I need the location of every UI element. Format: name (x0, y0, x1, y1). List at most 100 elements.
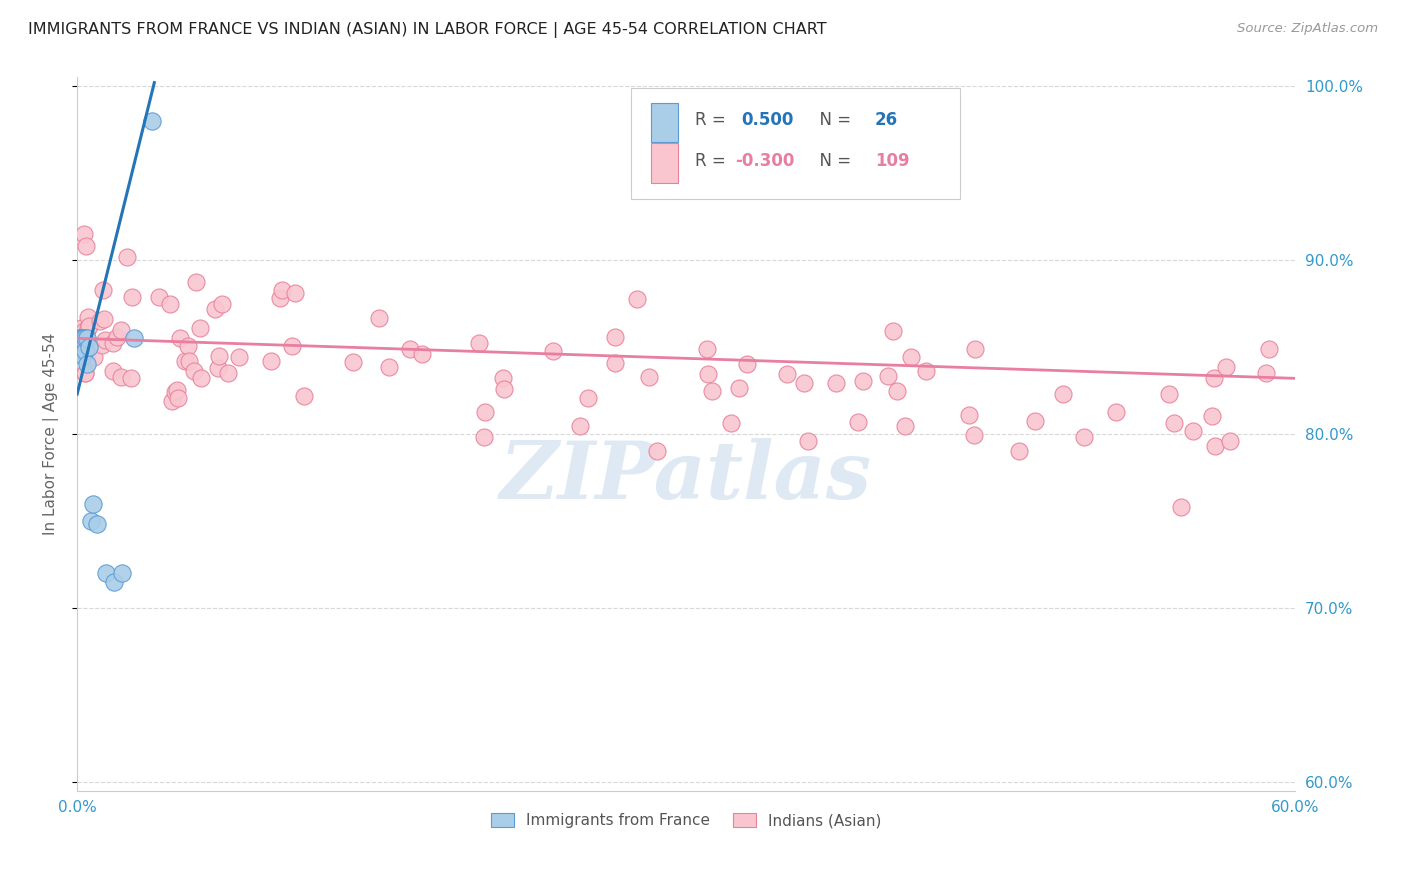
Point (894, 418, 917, 433)
Point (89, 314, 111, 328)
Point (122, 331, 145, 345)
Point (294, 389, 316, 403)
Point (1024, 414, 1046, 428)
Point (492, 382, 515, 396)
Point (75, 336, 97, 351)
Point (700, 384, 723, 398)
Point (190, 320, 212, 334)
Point (270, 283, 292, 297)
Point (160, 394, 183, 409)
Text: N =: N = (810, 112, 856, 129)
Point (797, 434, 820, 448)
FancyBboxPatch shape (631, 88, 960, 199)
Text: R =: R = (695, 152, 731, 169)
Point (190, 370, 212, 384)
Point (94, 333, 117, 347)
Point (793, 376, 815, 391)
Point (82, 497, 104, 511)
Point (76, 358, 98, 372)
Point (1073, 430, 1095, 444)
Point (411, 347, 433, 361)
Point (75, 331, 97, 345)
Point (75, 239, 97, 253)
Point (492, 371, 515, 385)
Point (735, 357, 758, 371)
Point (169, 331, 191, 345)
Text: ZIPatlas: ZIPatlas (501, 438, 872, 516)
Point (93, 311, 115, 326)
Point (211, 296, 233, 310)
Point (183, 364, 205, 378)
Point (603, 329, 626, 343)
Point (775, 368, 797, 382)
Point (121, 290, 143, 304)
Point (472, 430, 495, 444)
Point (69, 321, 91, 335)
Point (900, 350, 922, 364)
Point (67, 343, 90, 358)
Point (877, 368, 900, 383)
Point (638, 370, 661, 384)
Point (1202, 370, 1225, 384)
Point (605, 355, 627, 369)
Point (91, 283, 114, 297)
Point (70, 336, 93, 351)
Text: R =: R = (695, 112, 731, 129)
Point (79, 319, 101, 334)
Point (159, 297, 181, 311)
Point (110, 323, 132, 337)
Point (825, 376, 848, 390)
Point (1157, 387, 1180, 401)
Point (217, 366, 239, 380)
Point (76, 331, 98, 345)
Point (696, 342, 718, 356)
Point (103, 574, 125, 589)
Point (467, 336, 489, 351)
Point (1215, 359, 1237, 374)
Point (1105, 405, 1128, 419)
Point (73, 366, 96, 380)
Point (70, 331, 93, 345)
Point (1007, 444, 1029, 458)
Point (107, 330, 129, 344)
Point (269, 291, 291, 305)
Point (177, 338, 200, 352)
Point (1163, 416, 1185, 430)
Point (72, 347, 94, 361)
Text: 109: 109 (875, 152, 910, 169)
Point (94, 566, 117, 581)
Point (75, 366, 97, 380)
Point (851, 374, 873, 388)
Point (368, 310, 391, 325)
Point (86, 517, 108, 532)
Point (1170, 500, 1192, 514)
Point (73, 227, 96, 241)
Point (70, 331, 93, 345)
Point (67, 336, 90, 351)
Point (115, 250, 138, 264)
Point (963, 342, 986, 356)
Point (166, 384, 188, 398)
Y-axis label: In Labor Force | Age 45-54: In Labor Force | Age 45-54 (44, 333, 59, 535)
Text: N =: N = (810, 152, 856, 169)
Point (568, 418, 591, 433)
Point (228, 350, 250, 364)
Point (727, 381, 749, 395)
Point (110, 369, 132, 384)
Point (342, 355, 364, 369)
Point (76, 321, 98, 335)
Point (73, 325, 96, 339)
Point (111, 566, 134, 581)
Point (101, 336, 124, 351)
Point (163, 384, 186, 399)
Point (626, 292, 648, 306)
Point (281, 338, 304, 352)
Point (1254, 366, 1277, 380)
Point (541, 344, 564, 359)
Point (1258, 342, 1281, 356)
Point (72, 336, 94, 351)
Point (207, 349, 229, 363)
FancyBboxPatch shape (651, 103, 678, 142)
Point (166, 391, 188, 405)
Point (72, 331, 94, 345)
